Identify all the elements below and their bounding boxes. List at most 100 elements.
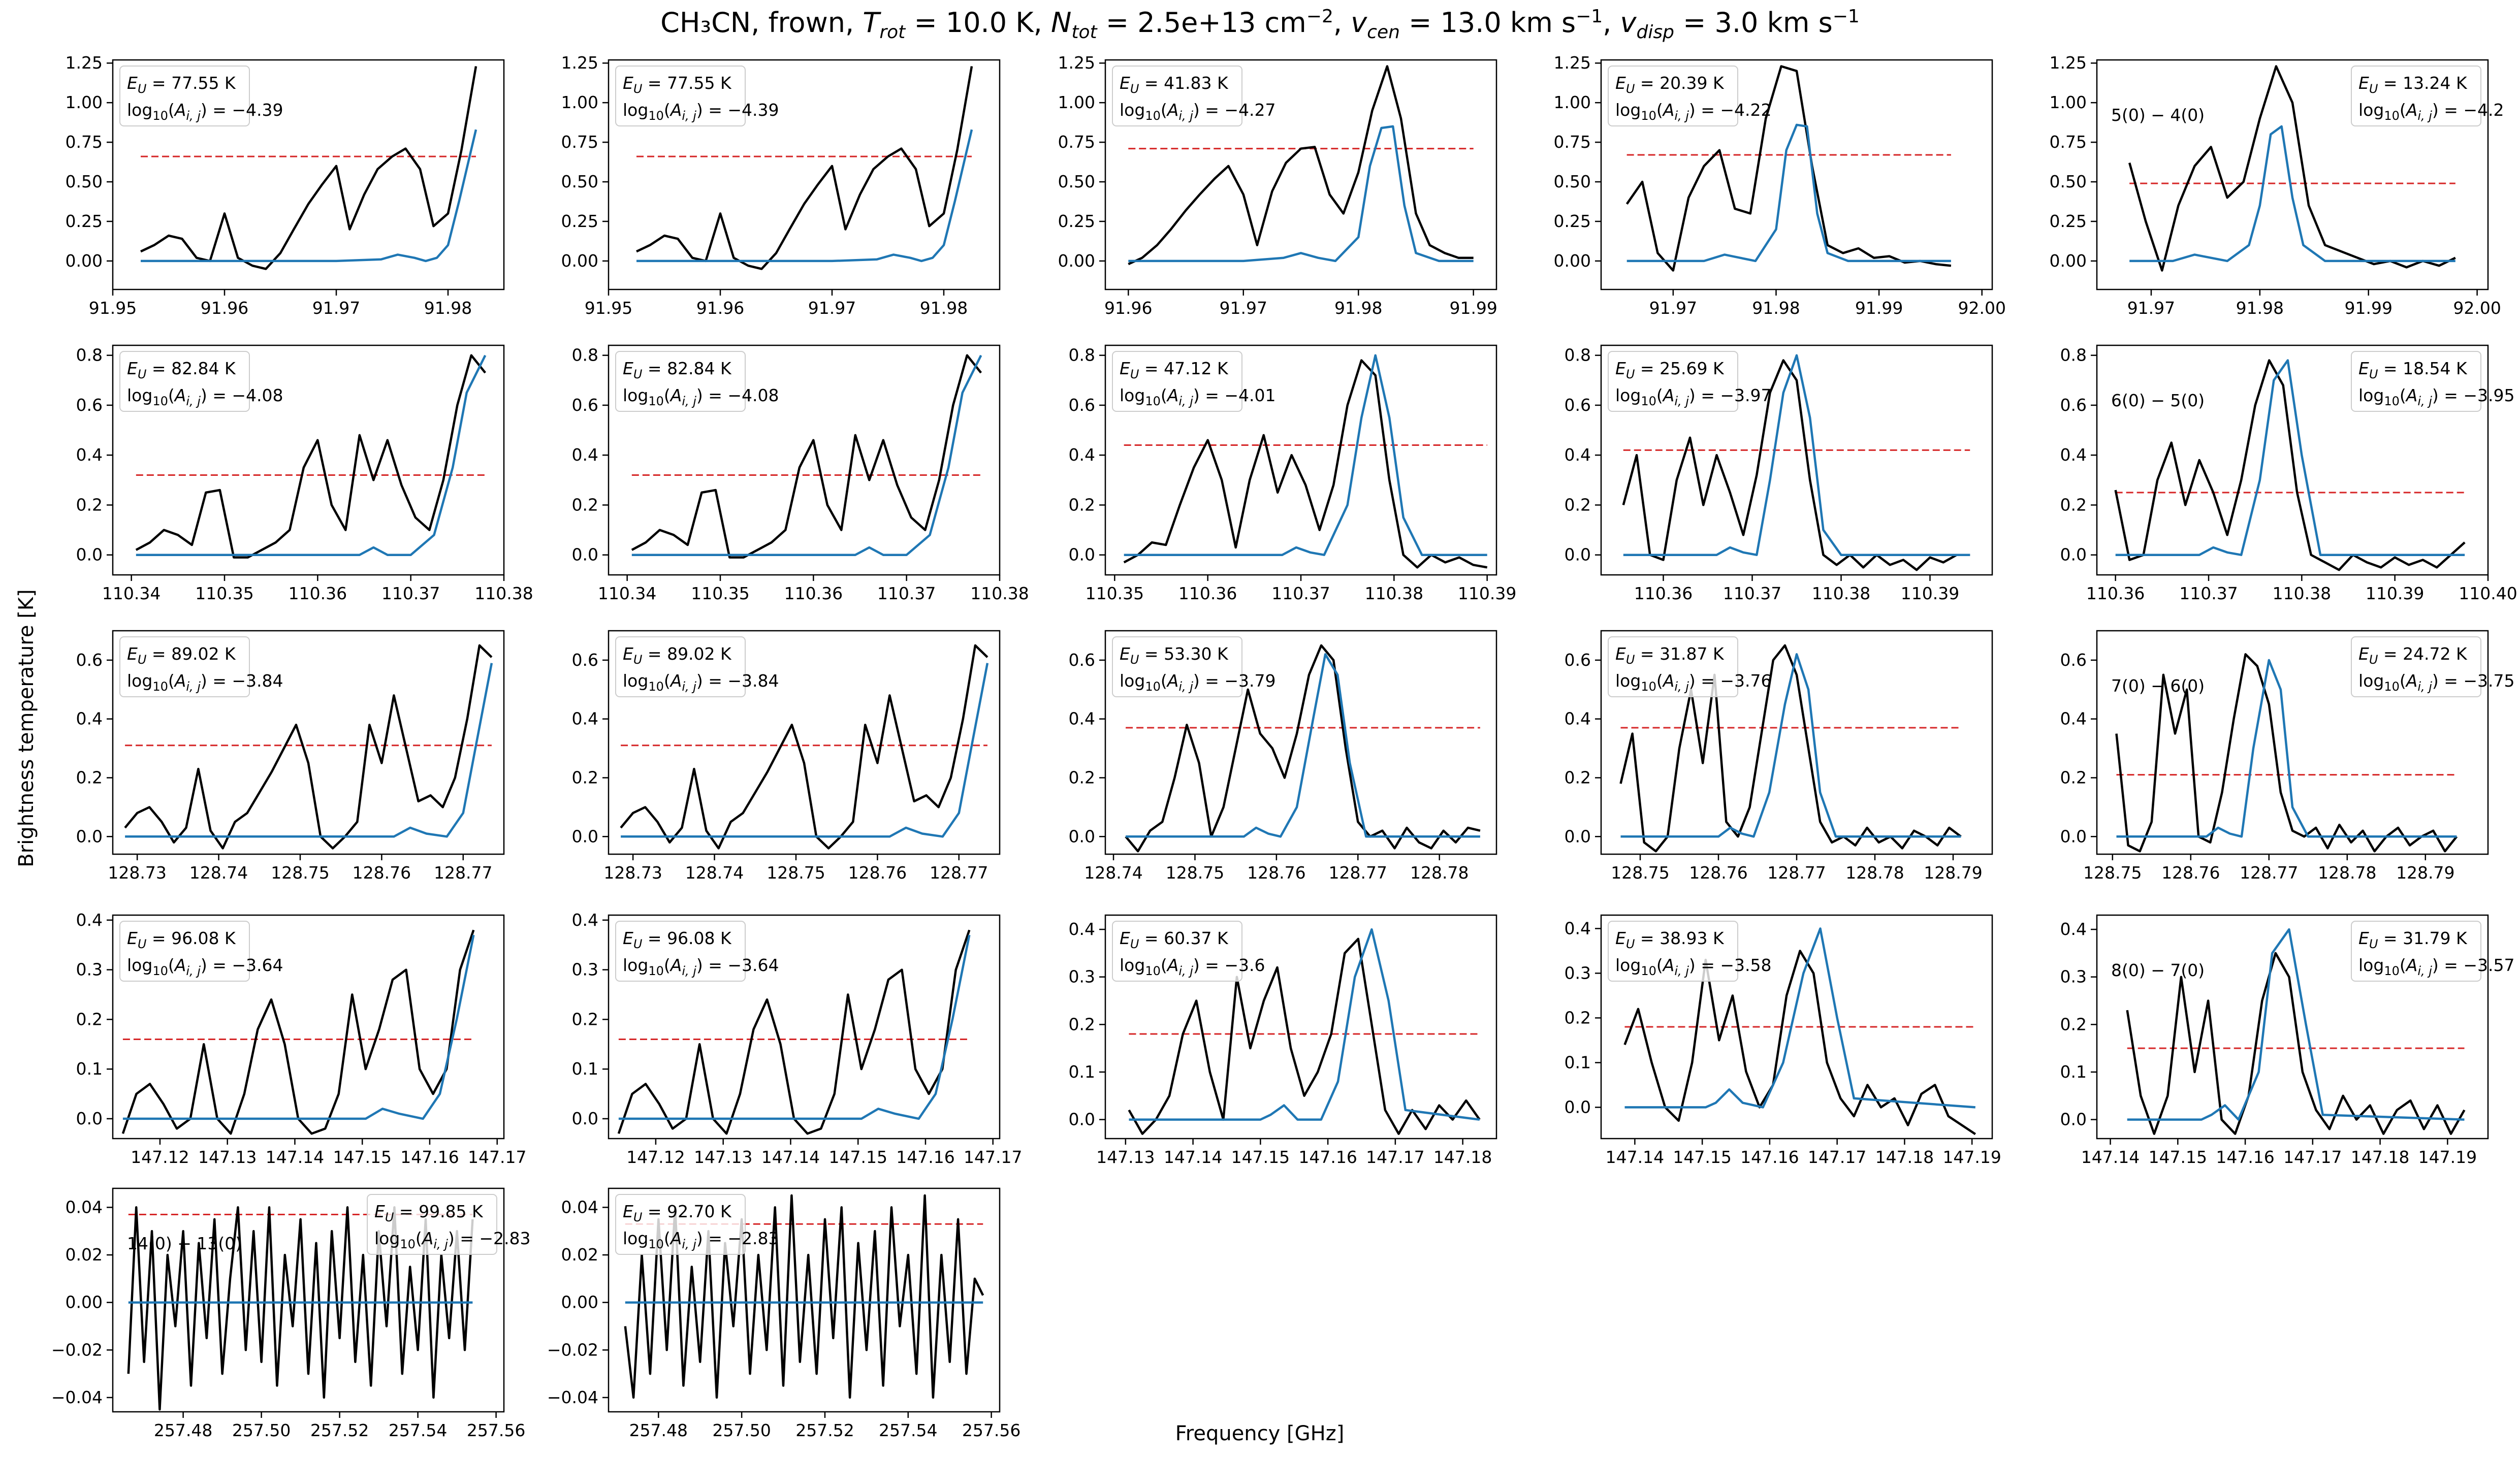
y-tick-label: 0.4 <box>1069 709 1095 729</box>
plot-area <box>636 66 973 270</box>
model-spectrum-line <box>1620 653 1961 838</box>
y-tick-label: 0.4 <box>2060 919 2087 939</box>
title-vdisp-symbol: v <box>1620 7 1637 39</box>
x-tick-label: 128.77 <box>1767 863 1826 883</box>
axes-frame <box>2096 914 2489 1140</box>
x-tick-label: 147.14 <box>761 1147 820 1167</box>
x-tick-label: 147.17 <box>1808 1147 1866 1167</box>
eu-label: EU = 96.08 K <box>623 928 732 951</box>
x-tick-label: 91.95 <box>585 298 632 318</box>
x-tick-label: 147.18 <box>2351 1147 2409 1167</box>
x-tick-label: 110.35 <box>195 584 253 603</box>
axes-frame <box>112 1187 505 1413</box>
eu-label: EU = 89.02 K <box>623 644 732 667</box>
axes-frame <box>1104 914 1497 1140</box>
y-tick-label: 1.00 <box>1058 92 1095 112</box>
x-tick-label: 91.98 <box>1752 298 1800 318</box>
y-tick-label: 0.6 <box>76 395 103 415</box>
title-ntot-symbol: N <box>1051 7 1072 39</box>
title-vcen-value: = 13.0 km s <box>1409 7 1576 39</box>
model-spectrum-line <box>2127 928 2465 1121</box>
y-tick-label: 0.2 <box>1069 1014 1095 1034</box>
observed-spectrum-line <box>127 1206 474 1411</box>
model-spectrum-line <box>1126 653 1480 838</box>
panel-2-2: 0.0 0.2 0.4 0.6 128.74 128.75 128.76 128.77 128.… <box>1069 630 1497 883</box>
model-spectrum-line <box>2129 125 2455 263</box>
legend-box <box>1112 921 1242 982</box>
legend-box <box>119 66 250 126</box>
plot-area <box>2128 65 2456 272</box>
x-tick-label: 257.48 <box>629 1420 688 1440</box>
y-tick-label: −0.04 <box>547 1387 598 1407</box>
title-trot-value: = 10.0 K, <box>914 7 1051 39</box>
x-tick-label: 128.74 <box>189 863 248 883</box>
axes-frame <box>1600 59 1993 290</box>
x-tick-label: 128.78 <box>1845 863 1904 883</box>
model-spectrum-line <box>1129 928 1480 1121</box>
y-tick-label: 0.04 <box>561 1197 598 1217</box>
legend-box <box>615 351 746 412</box>
eu-label: EU = 38.93 K <box>1615 928 1725 951</box>
y-tick-label: 0.0 <box>1069 545 1095 565</box>
y-tick-label: 0.3 <box>2060 967 2087 987</box>
plot-area <box>1128 65 1474 266</box>
y-tick-label: 1.25 <box>66 53 103 73</box>
y-tick-label: 0.75 <box>1554 132 1591 152</box>
y-tick-label: 0.0 <box>572 826 598 846</box>
x-tick-label: 110.36 <box>1634 584 1693 603</box>
y-tick-label: 0.75 <box>2050 132 2087 152</box>
axes-frame <box>1104 59 1497 290</box>
observed-spectrum-line <box>624 1194 984 1399</box>
plot-area <box>124 644 493 850</box>
x-tick-label: 110.37 <box>381 584 440 603</box>
x-tick-label: 110.38 <box>1365 584 1423 603</box>
x-tick-label: 110.39 <box>1901 584 1959 603</box>
y-tick-label: 0.02 <box>561 1245 598 1265</box>
eu-label: EU = 24.72 K <box>2358 644 2468 667</box>
x-tick-label: 128.77 <box>2240 863 2298 883</box>
x-tick-label: 147.15 <box>1673 1147 1731 1167</box>
y-tick-label: 0.3 <box>1069 967 1095 987</box>
x-tick-label: 128.75 <box>767 863 825 883</box>
axes-frame <box>608 630 1001 855</box>
y-tick-label: 0.1 <box>1069 1062 1095 1082</box>
y-tick-label: 0.0 <box>76 1109 103 1128</box>
y-tick-label: 0.50 <box>2050 172 2087 191</box>
y-tick-label: 0.4 <box>1565 918 1591 938</box>
panel-1-2: 0.0 0.2 0.4 0.6 0.8 110.35 110.36 110.37 110.38 1… <box>1069 344 1516 603</box>
x-tick-label: 128.79 <box>2396 863 2454 883</box>
y-tick-label: 0.3 <box>572 960 598 980</box>
y-tick-label: 0.00 <box>2050 251 2087 271</box>
transition-label: 14(0) − 13(0) <box>127 1234 242 1253</box>
x-tick-label: 147.15 <box>1231 1147 1290 1167</box>
axes-frame <box>1600 630 1993 855</box>
observed-spectrum-line <box>1619 644 1962 853</box>
x-tick-label: 147.14 <box>2081 1147 2140 1167</box>
axes-frame <box>1104 630 1497 855</box>
x-tick-label: 128.75 <box>271 863 329 883</box>
legend-box <box>1608 921 1738 982</box>
x-tick-label: 92.00 <box>2453 298 2501 318</box>
title-vcen-symbol: v <box>1351 7 1367 39</box>
y-tick-label: 0.75 <box>1058 132 1095 152</box>
y-tick-label: 0.25 <box>561 211 598 231</box>
y-tick-label: 1.25 <box>1058 53 1095 73</box>
x-tick-label: 128.73 <box>603 863 662 883</box>
x-tick-label: 257.48 <box>154 1420 212 1440</box>
y-tick-label: 0.4 <box>2060 709 2087 729</box>
eu-label: EU = 31.87 K <box>1615 644 1725 667</box>
log-a-label: log10(Ai, j) = −3.58 <box>1615 955 1772 978</box>
observed-spectrum-line <box>1128 937 1481 1135</box>
x-tick-label: 147.16 <box>400 1147 459 1167</box>
plot-area <box>1622 354 1970 571</box>
legend-box <box>119 636 250 697</box>
observed-spectrum-line <box>2126 952 2466 1135</box>
log-a-label: log10(Ai, j) = −4.39 <box>623 100 779 123</box>
observed-spectrum-line <box>135 354 487 559</box>
eu-label: EU = 82.84 K <box>623 359 732 381</box>
y-tick-label: 0.4 <box>76 910 103 930</box>
y-tick-label: 0.6 <box>1565 650 1591 670</box>
y-tick-label: −0.02 <box>547 1340 598 1359</box>
panel-2-3: 0.0 0.2 0.4 0.6 128.75 128.76 128.77 128.78 128.… <box>1565 630 1993 883</box>
log-a-label: log10(Ai, j) = −3.64 <box>127 955 283 978</box>
